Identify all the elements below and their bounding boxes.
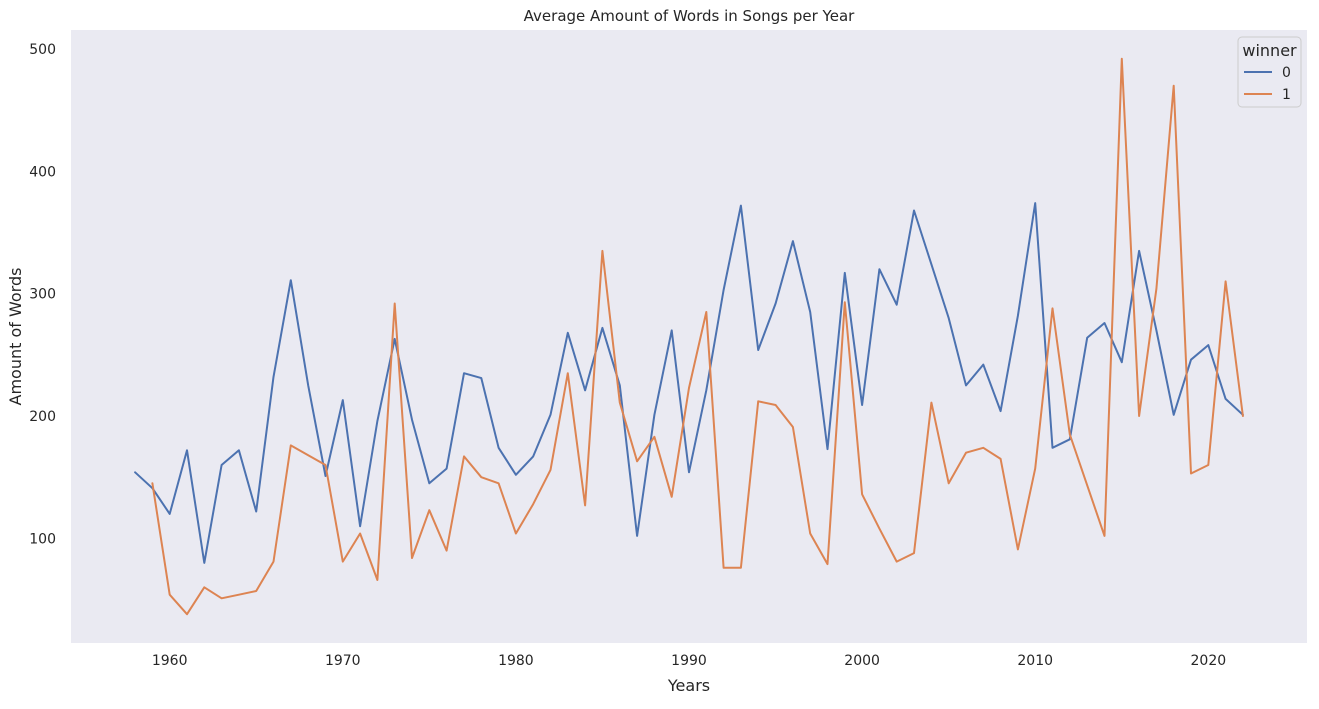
- series-line-0: [134, 202, 1244, 564]
- y-tick-label: 400: [29, 164, 56, 180]
- x-axis-ticks: 1960 1970 1980 1990 2000 2010 2020: [152, 653, 1226, 669]
- x-tick-label: 1960: [152, 653, 188, 669]
- y-tick-label: 300: [29, 287, 56, 303]
- x-tick-label: 2000: [844, 653, 880, 669]
- series-line-1: [151, 57, 1244, 616]
- x-tick-label: 1990: [671, 653, 707, 669]
- series-lines: [134, 57, 1244, 616]
- y-tick-label: 100: [29, 531, 56, 547]
- chart-title: Average Amount of Words in Songs per Yea…: [524, 7, 855, 25]
- y-tick-label: 200: [29, 409, 56, 425]
- y-tick-label: 500: [29, 42, 56, 58]
- x-tick-label: 2010: [1017, 653, 1053, 669]
- y-axis-label: Amount of Words: [6, 268, 25, 406]
- x-tick-label: 1970: [325, 653, 361, 669]
- plot-area: [71, 30, 1307, 643]
- y-axis-ticks: 100 200 300 400 500: [29, 42, 56, 547]
- legend-items: 01: [1244, 65, 1291, 103]
- x-tick-label: 2020: [1191, 653, 1227, 669]
- legend-label-0: 0: [1282, 65, 1291, 81]
- legend: winner 01: [1237, 36, 1302, 108]
- legend-label-1: 1: [1282, 87, 1291, 103]
- x-axis-label: Years: [667, 676, 710, 695]
- x-tick-label: 1980: [498, 653, 534, 669]
- legend-title: winner: [1242, 41, 1297, 60]
